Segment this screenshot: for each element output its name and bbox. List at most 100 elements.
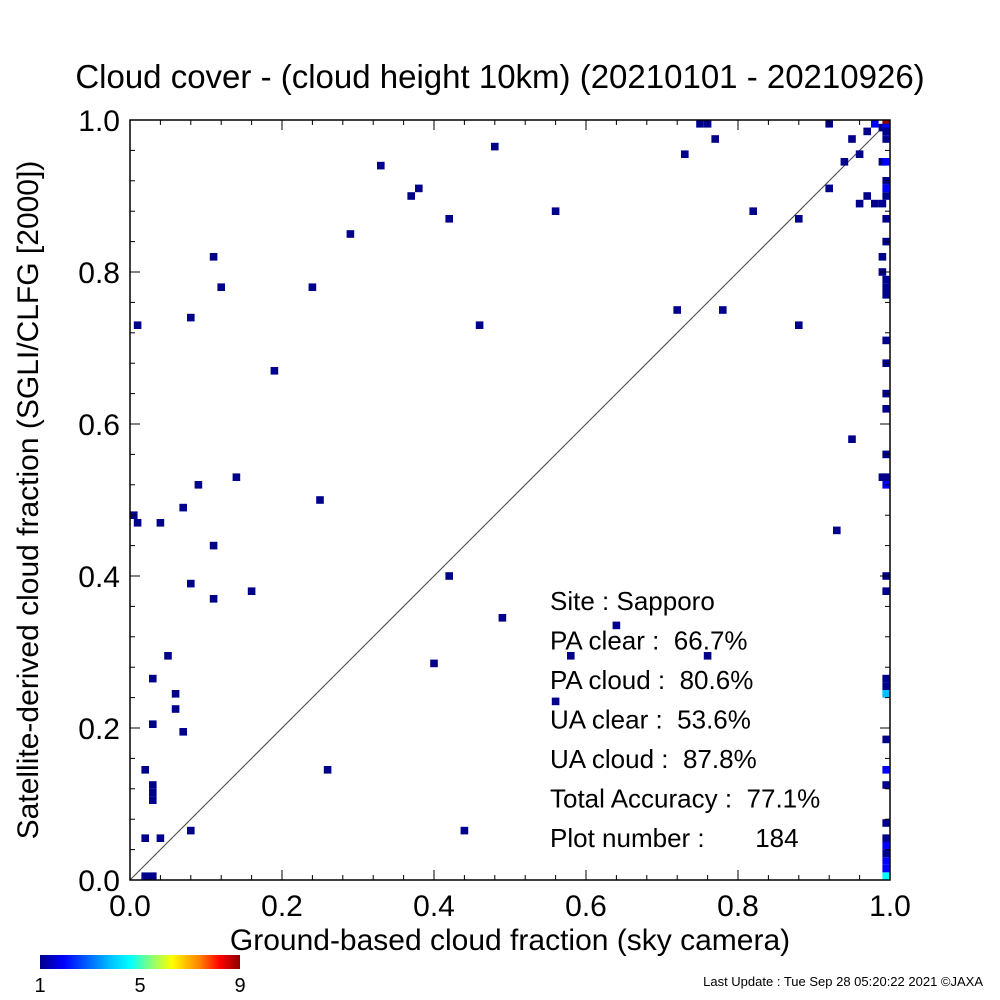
y-tick-label: 0.8 <box>78 257 120 290</box>
data-point <box>209 253 218 261</box>
data-point <box>445 572 453 580</box>
colorbar-tick-label: 9 <box>234 975 245 997</box>
data-point <box>825 184 833 193</box>
data-point <box>882 735 890 744</box>
data-point <box>882 275 890 284</box>
data-point <box>882 766 890 774</box>
data-point <box>863 192 871 200</box>
data-point <box>855 150 864 158</box>
stats-value: 77.1% <box>747 784 821 814</box>
data-point <box>377 161 385 170</box>
data-point <box>882 674 890 683</box>
data-point <box>848 435 856 443</box>
colorbar-gradient <box>40 955 240 969</box>
data-point <box>247 587 256 595</box>
data-point <box>141 834 149 842</box>
data-point <box>882 864 890 873</box>
data-point <box>232 473 241 481</box>
data-point <box>848 135 856 143</box>
axis-ticks: 0.0 0.2 0.4 0.6 0.8 1.0 0.0 0.2 0.4 0.6 0.8 1.0 <box>78 105 911 923</box>
data-point <box>498 614 507 622</box>
plot-area: 0.0 0.2 0.4 0.6 0.8 1.0 0.0 0.2 0.4 0.6 0.8 1.0 <box>78 105 911 923</box>
data-point <box>187 313 195 322</box>
data-point <box>882 690 890 698</box>
data-point <box>430 659 438 668</box>
data-point <box>878 253 887 261</box>
data-point <box>164 652 172 660</box>
stats-line: UA cloud : 87.8% <box>550 744 757 774</box>
data-point <box>882 834 890 842</box>
x-tick-label: 1.0 <box>869 890 911 923</box>
data-point <box>149 872 157 880</box>
data-point <box>407 192 415 200</box>
stats-line: PA cloud : 80.6% <box>550 665 753 695</box>
colorbar-ticks: 1 5 9 <box>34 975 245 997</box>
stats-label: UA cloud : <box>550 744 683 774</box>
stats-line: Plot number : 184 <box>550 823 799 853</box>
colorbar-tick-label: 5 <box>134 975 145 997</box>
data-point <box>882 184 890 193</box>
data-point <box>551 697 560 706</box>
data-point <box>149 674 157 683</box>
data-point <box>149 788 157 797</box>
y-axis-label: Satellite-derived cloud fraction (SGLI/C… <box>12 161 45 840</box>
data-point <box>882 849 890 858</box>
data-point <box>171 690 180 698</box>
data-point <box>133 321 142 329</box>
data-point <box>194 481 203 489</box>
data-point <box>703 652 712 660</box>
stats-label: PA clear : <box>550 626 674 656</box>
data-points <box>130 120 890 880</box>
x-tick-label: 0.6 <box>565 890 607 923</box>
stats-value: Sapporo <box>616 586 714 616</box>
y-tick-label: 1.0 <box>78 105 120 138</box>
data-point <box>149 781 157 789</box>
x-tick-label: 0.2 <box>261 890 303 923</box>
y-tick-label: 0.6 <box>78 409 120 442</box>
data-point <box>217 283 225 291</box>
stats-line: PA clear : 66.7% <box>550 626 748 656</box>
data-point <box>179 728 187 736</box>
data-point <box>882 682 890 690</box>
x-tick-label: 0.8 <box>717 890 759 923</box>
stats-label: Plot number : <box>550 823 755 853</box>
data-point <box>878 158 887 166</box>
data-point <box>133 519 142 527</box>
x-axis-label: Ground-based cloud fraction (sky camera) <box>230 924 790 957</box>
stats-label: UA clear : <box>550 705 677 735</box>
data-point <box>415 184 423 193</box>
data-point <box>187 826 195 835</box>
data-point <box>882 158 890 166</box>
data-point <box>179 503 187 512</box>
data-point <box>795 215 803 223</box>
stats-line: Total Accuracy : 77.1% <box>550 784 820 814</box>
y-tick-label: 0.0 <box>78 865 120 898</box>
data-point <box>882 192 890 200</box>
data-point <box>156 519 165 527</box>
data-point <box>882 135 890 143</box>
colorbar: 1 5 9 <box>34 955 246 997</box>
data-point <box>833 526 841 535</box>
data-point <box>673 306 681 314</box>
data-point <box>316 496 324 504</box>
data-point <box>749 207 757 215</box>
stats-value: 87.8% <box>683 744 757 774</box>
data-point <box>141 872 149 880</box>
data-point <box>878 473 887 481</box>
data-point <box>882 215 890 223</box>
data-point <box>882 127 890 136</box>
data-point <box>882 872 890 880</box>
data-point <box>149 796 157 804</box>
data-point <box>475 321 484 329</box>
x-tick-label: 0.0 <box>109 890 151 923</box>
data-point <box>612 621 621 630</box>
stats-label: PA cloud : <box>550 665 680 695</box>
data-point <box>878 199 887 208</box>
data-point <box>323 766 332 774</box>
data-point <box>551 207 560 215</box>
last-update-footer: Last Update : Tue Sep 28 05:20:22 2021 ©… <box>703 974 983 989</box>
data-point <box>346 230 355 238</box>
data-point <box>882 473 890 481</box>
data-point <box>149 720 157 728</box>
